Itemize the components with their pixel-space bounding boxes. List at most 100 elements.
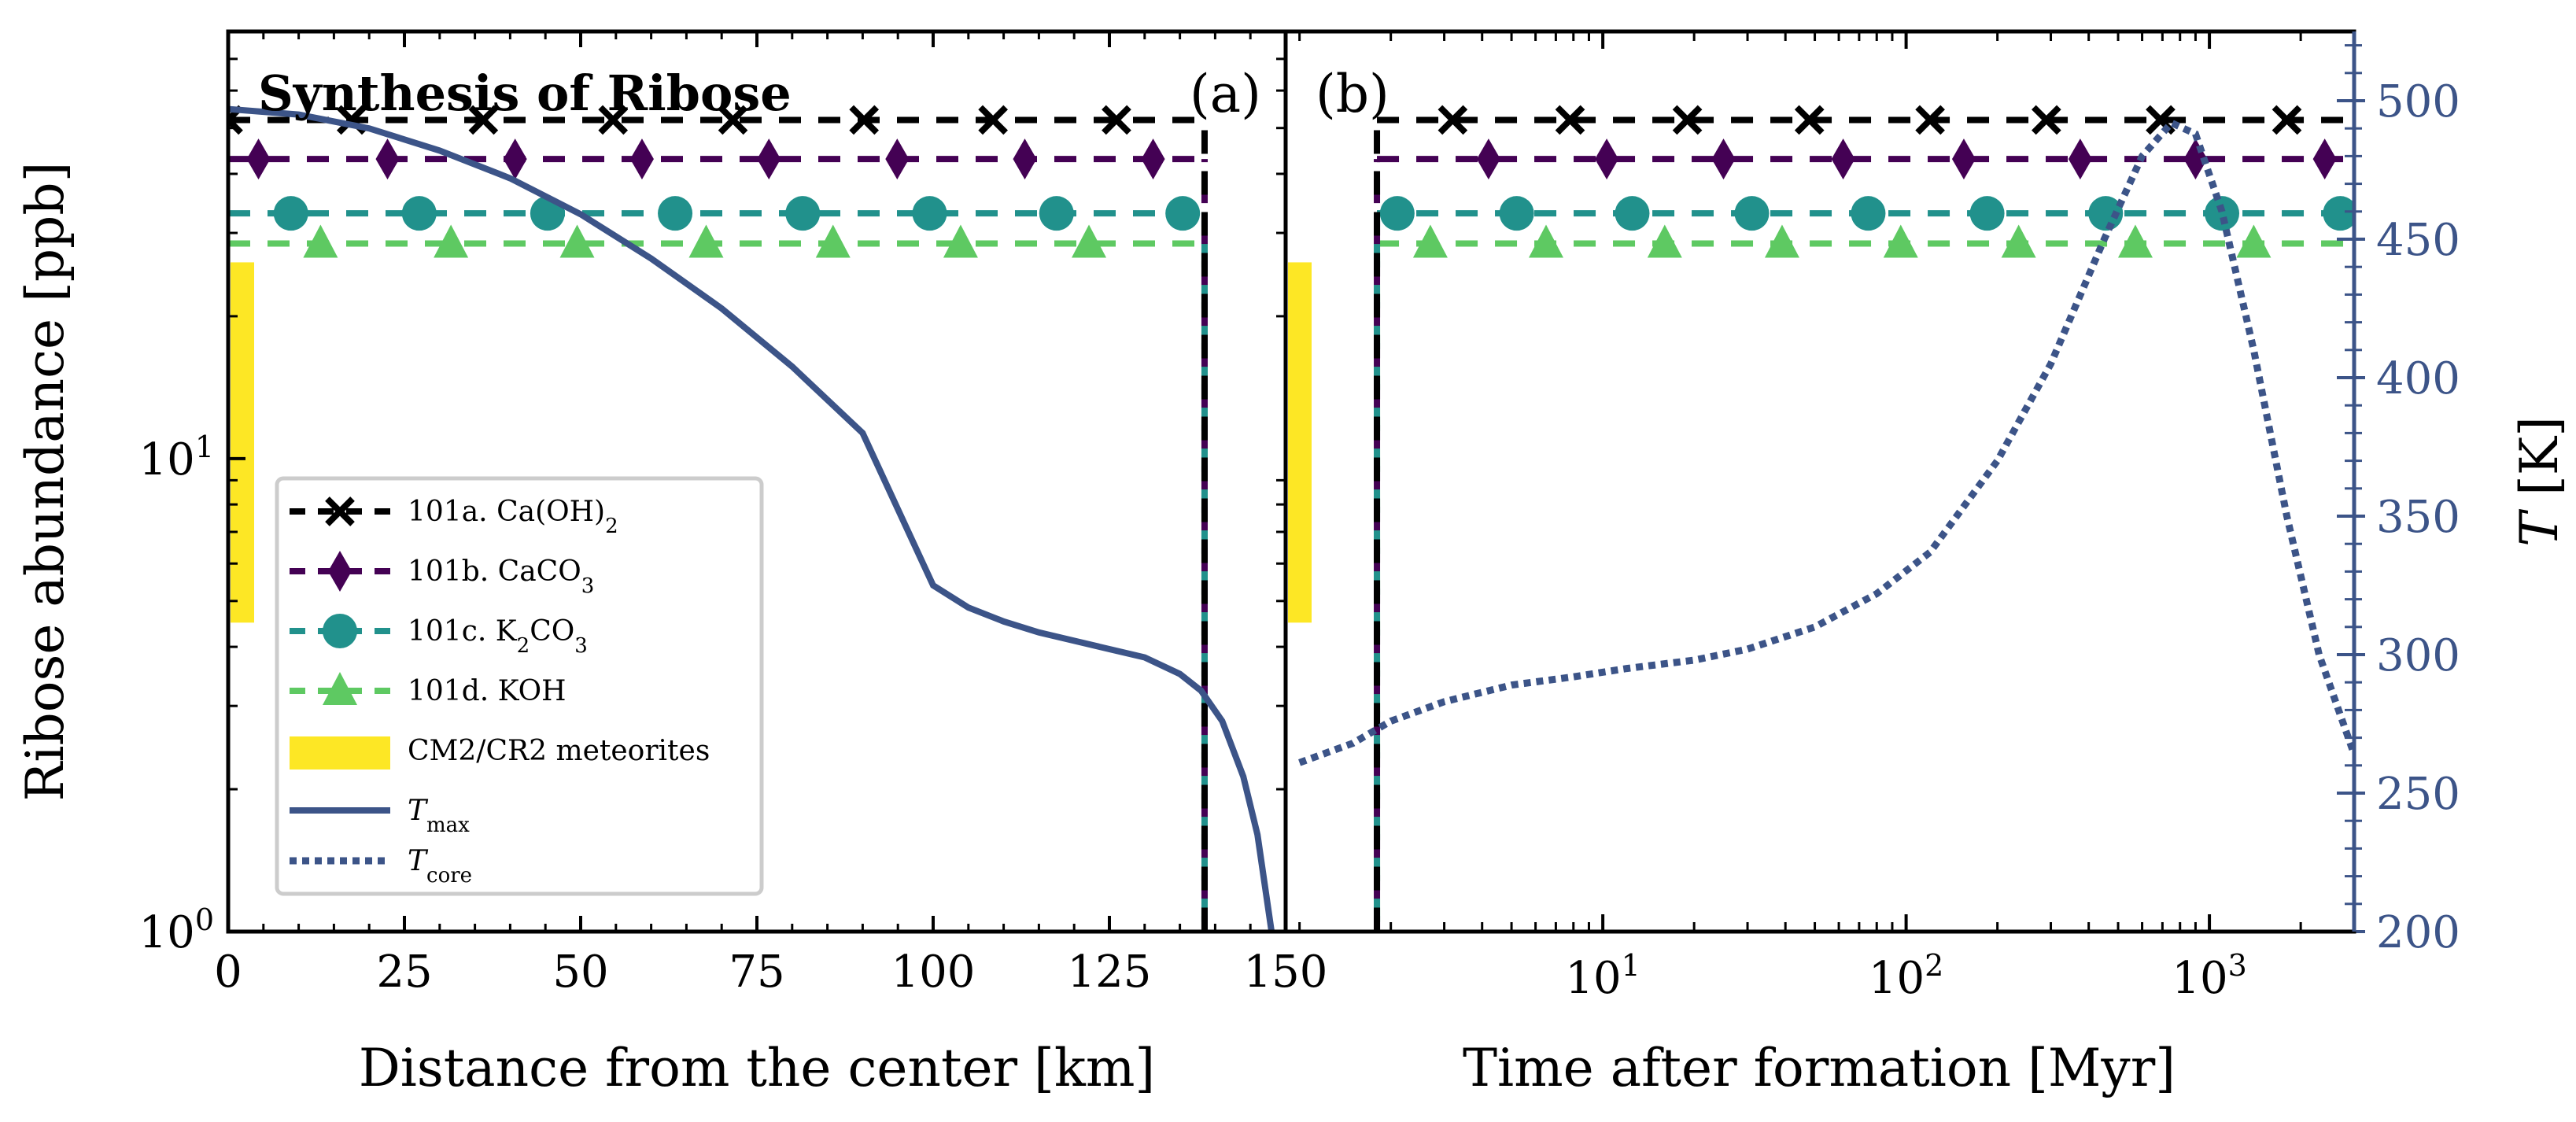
panel-b-marker-101d-koh-2: [1647, 224, 1682, 258]
panel-a-xtick-label-1: 25: [376, 947, 432, 998]
legend-label-101a: 101a. Ca(OH)2: [408, 496, 618, 538]
panel-b-marker-101a-ca-oh-2-2: [1672, 105, 1703, 135]
panel-a-ytick-exp-1: 1: [195, 430, 214, 464]
panel-a-ytick-exp-0: 0: [195, 902, 214, 937]
legend-label-101c: 101c. K2CO3: [408, 615, 588, 658]
panel-b-marker-101a-ca-oh-2-7: [2272, 105, 2302, 135]
panel-a-marker-101d-koh-6: [1072, 224, 1107, 258]
panel-a-marker-101a-ca-oh-2-6: [978, 105, 1008, 135]
panel-b-marker-101d-koh-0: [1412, 224, 1448, 258]
panel-a-label: (a): [1190, 64, 1261, 124]
panel-a-xtick-label-0: 0: [214, 947, 242, 998]
panel-a-marker-101a-ca-oh-2-4: [718, 105, 748, 135]
legend-marker-101a: [325, 496, 355, 526]
panel-a-marker-101b-caco3-1: [375, 138, 400, 180]
panel-b-xtick-exp-0: 1: [1622, 948, 1640, 983]
panel-a-marker-101a-ca-oh-2-2: [468, 105, 499, 135]
panel-b-marker-101c-k2co3-7: [2205, 196, 2240, 231]
temperature-axis-symbol: T: [2509, 508, 2570, 547]
panel-a-xtick-label-4: 100: [891, 947, 976, 998]
legend-marker-101c: [323, 614, 357, 648]
panel-b-marker-101c-k2co3-1: [1499, 196, 1534, 231]
tmax-curve: [228, 105, 1275, 932]
panel-a-ylabel: Ribose abundance [ppb]: [15, 162, 76, 802]
panel-a-marker-101d-koh-5: [943, 224, 978, 258]
panel-b-xtick-exp-1: 2: [1925, 948, 1943, 983]
panel-a-marker-101b-caco3-3: [629, 138, 654, 180]
panel-a-marker-101b-caco3-7: [1141, 138, 1165, 180]
panel-b-marker-101d-koh-7: [2236, 224, 2272, 258]
panel-b-marker-101b-caco3-0: [1476, 138, 1500, 180]
panel-b-marker-101a-ca-oh-2-1: [1555, 105, 1585, 135]
panel-a-marker-101d-koh-0: [303, 224, 338, 258]
panel-a-marker-101c-k2co3-4: [785, 196, 821, 231]
panel-b-xtick-label-0: 101: [1565, 948, 1640, 1004]
temperature-axis-unit: [K]: [2509, 416, 2570, 512]
panel-a-ytick-base-1: 10: [139, 434, 195, 485]
panel-a-xtick-label-5: 125: [1068, 947, 1152, 998]
temperature-tick-label-5: 450: [2376, 215, 2460, 266]
temperature-axis-ticks: 200 250 300 350 400 450 500: [2337, 44, 2460, 958]
panel-b-marker-101b-caco3-2: [1711, 138, 1736, 180]
legend-label-101d: 101d. KOH: [408, 675, 566, 707]
panel-a-xlabel: Distance from the center [km]: [359, 1038, 1155, 1098]
temperature-tick-label-2: 300: [2376, 630, 2460, 681]
panel-b-marker-101b-caco3-3: [1831, 138, 1855, 180]
panel-a-marker-101d-koh-4: [815, 224, 851, 258]
temperature-tick-label-4: 400: [2376, 353, 2460, 404]
legend-marker-101d: [323, 672, 357, 705]
panel-a-xtick-label-3: 75: [729, 947, 784, 998]
legend: 101a. Ca(OH)2 101b. CaCO3 101c. K2CO3 10…: [275, 476, 764, 896]
panel-b-series: [1377, 105, 2354, 258]
panel-b-label: (b): [1316, 64, 1389, 124]
panel-a-xtick-label-6: 150: [1244, 947, 1328, 998]
legend-label-tcore: Tcore: [408, 845, 472, 888]
panel-b-marker-101c-k2co3-2: [1615, 196, 1650, 231]
legend-marks: [290, 496, 390, 865]
panel-b-marker-101c-k2co3-5: [1969, 196, 2005, 231]
panel-b-xtick-base-1: 10: [1869, 953, 1925, 1004]
panel-a-marker-101b-caco3-5: [885, 138, 910, 180]
panel-a-ytick-label-1: 101: [139, 430, 214, 485]
temperature-axis-label: T [K]: [2509, 416, 2570, 547]
panel-b-marker-101d-koh-1: [1529, 224, 1564, 258]
legend-label-101b: 101b. CaCO3: [408, 555, 594, 598]
panel-a-ytick-label-0: 100: [139, 902, 214, 958]
panel-b-marker-101a-ca-oh-2-5: [2032, 105, 2061, 135]
panel-a-marker-101c-k2co3-6: [1039, 196, 1074, 231]
panel-b-marker-101d-koh-5: [2001, 224, 2036, 258]
panel-a-series: [228, 105, 1201, 258]
panel-b-marker-101b-caco3-4: [1951, 138, 1976, 180]
panel-b-marker-101c-k2co3-8: [2323, 196, 2354, 231]
panel-a-marker-101b-caco3-2: [503, 138, 527, 180]
panel-a-marker-101d-koh-3: [688, 224, 724, 258]
panel-b-marker-101b-caco3-5: [2068, 138, 2092, 180]
panel-b-xlabel: Time after formation [Myr]: [1463, 1038, 2176, 1098]
panel-a-ytick-base-0: 10: [139, 907, 195, 958]
panel-a-marker-101b-caco3-6: [1013, 138, 1037, 180]
tcore-curve: [1298, 118, 2354, 766]
legend-label-meteorites: CM2/CR2 meteorites: [408, 735, 710, 767]
panel-a-marker-101c-k2co3-3: [658, 196, 693, 231]
legend-marker-101b: [328, 551, 352, 592]
legend-swatch-meteorites: [290, 736, 390, 770]
legend-frame: [275, 476, 764, 896]
panel-b-marker-101a-ca-oh-2-4: [1915, 105, 1945, 135]
panel-a-marker-101a-ca-oh-2-5: [849, 105, 880, 135]
temperature-tick-label-6: 500: [2376, 76, 2460, 127]
panel-b-marker-101a-ca-oh-2-0: [1437, 105, 1468, 135]
panel-b-marker-101d-koh-4: [1883, 224, 1918, 258]
panel-a-marker-101a-ca-oh-2-3: [598, 105, 629, 135]
panel-b-marker-101d-koh-3: [1764, 224, 1799, 258]
panel-b-marker-101a-ca-oh-2-3: [1794, 105, 1825, 135]
panel-b-marker-101b-caco3-7: [2312, 138, 2337, 180]
panel-a-marker-101d-koh-1: [434, 224, 469, 258]
panel-b-xtick-label-2: 103: [2172, 948, 2246, 1004]
panel-a-xtick-label-2: 50: [552, 947, 608, 998]
panel-a-marker-101c-k2co3-0: [273, 196, 308, 231]
panel-a-marker-101b-caco3-0: [246, 138, 271, 180]
